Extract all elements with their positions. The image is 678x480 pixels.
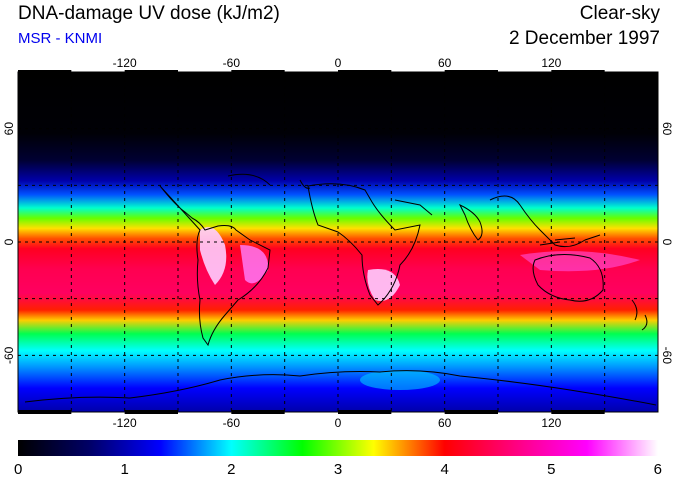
- antarctica-coast: [24, 370, 657, 406]
- institution-label: MSR - KNMI: [18, 30, 103, 47]
- lon-tick-label: -120: [113, 416, 137, 430]
- india-coast: [458, 203, 483, 241]
- coastlines: [24, 173, 657, 406]
- colorbar-tick-label: 1: [120, 461, 128, 478]
- graticule: [18, 72, 658, 412]
- colorbar-tick-label: 6: [654, 461, 662, 478]
- dose-field: [18, 72, 658, 412]
- lat-tick-label: -60: [2, 346, 16, 364]
- indonesia-coast: [539, 237, 576, 246]
- lon-tick-label: 60: [438, 416, 452, 430]
- lon-tick-label: 120: [541, 56, 561, 70]
- lat-tick-label: 60: [660, 122, 674, 136]
- map-title: DNA-damage UV dose (kJ/m2): [18, 3, 280, 24]
- north-atlantic-coast: [227, 173, 311, 189]
- south-america-high-dose: [200, 227, 227, 285]
- lon-tick-label: -60: [223, 416, 241, 430]
- arabia-coast: [394, 199, 433, 216]
- colorbar-ticks: 0 1 2 3 4 5 6: [14, 461, 662, 478]
- colorbar-tick-label: 5: [547, 461, 555, 478]
- lat-labels-right: 60 0 -60: [660, 122, 674, 364]
- lon-labels-top: -120 -60 0 60 120: [113, 56, 562, 70]
- sky-condition-label: Clear-sky: [579, 3, 660, 24]
- lon-tick-label: 0: [335, 416, 342, 430]
- lat-tick-label: 60: [2, 122, 16, 136]
- date-label: 2 December 1997: [508, 28, 660, 49]
- colorbar: [18, 440, 658, 456]
- lon-tick-label: -120: [113, 56, 137, 70]
- new-zealand-coast: [631, 299, 648, 331]
- colorbar-tick-label: 0: [14, 461, 22, 478]
- colorbar-tick-label: 3: [334, 461, 342, 478]
- frame-ticks: [18, 70, 605, 414]
- africa-coast: [307, 183, 421, 306]
- antarctic-patch: [360, 370, 440, 390]
- lat-tick-label: 0: [660, 239, 674, 246]
- colorbar-tick-label: 2: [227, 461, 235, 478]
- lon-tick-label: 60: [438, 56, 452, 70]
- lon-tick-label: 0: [335, 56, 342, 70]
- lon-tick-label: 120: [541, 416, 561, 430]
- lon-tick-label: -60: [223, 56, 241, 70]
- colorbar-tick-label: 4: [440, 461, 448, 478]
- lon-labels-bottom: -120 -60 0 60 120: [113, 416, 562, 430]
- brazil-high-dose: [240, 245, 269, 284]
- lat-tick-label: -60: [660, 347, 674, 365]
- australia-coast: [532, 254, 604, 302]
- americas-coast: [159, 185, 271, 347]
- lat-tick-label: 0: [2, 238, 16, 245]
- se-asia-coast: [489, 195, 601, 248]
- lat-labels-left: 60 0 -60: [2, 122, 16, 364]
